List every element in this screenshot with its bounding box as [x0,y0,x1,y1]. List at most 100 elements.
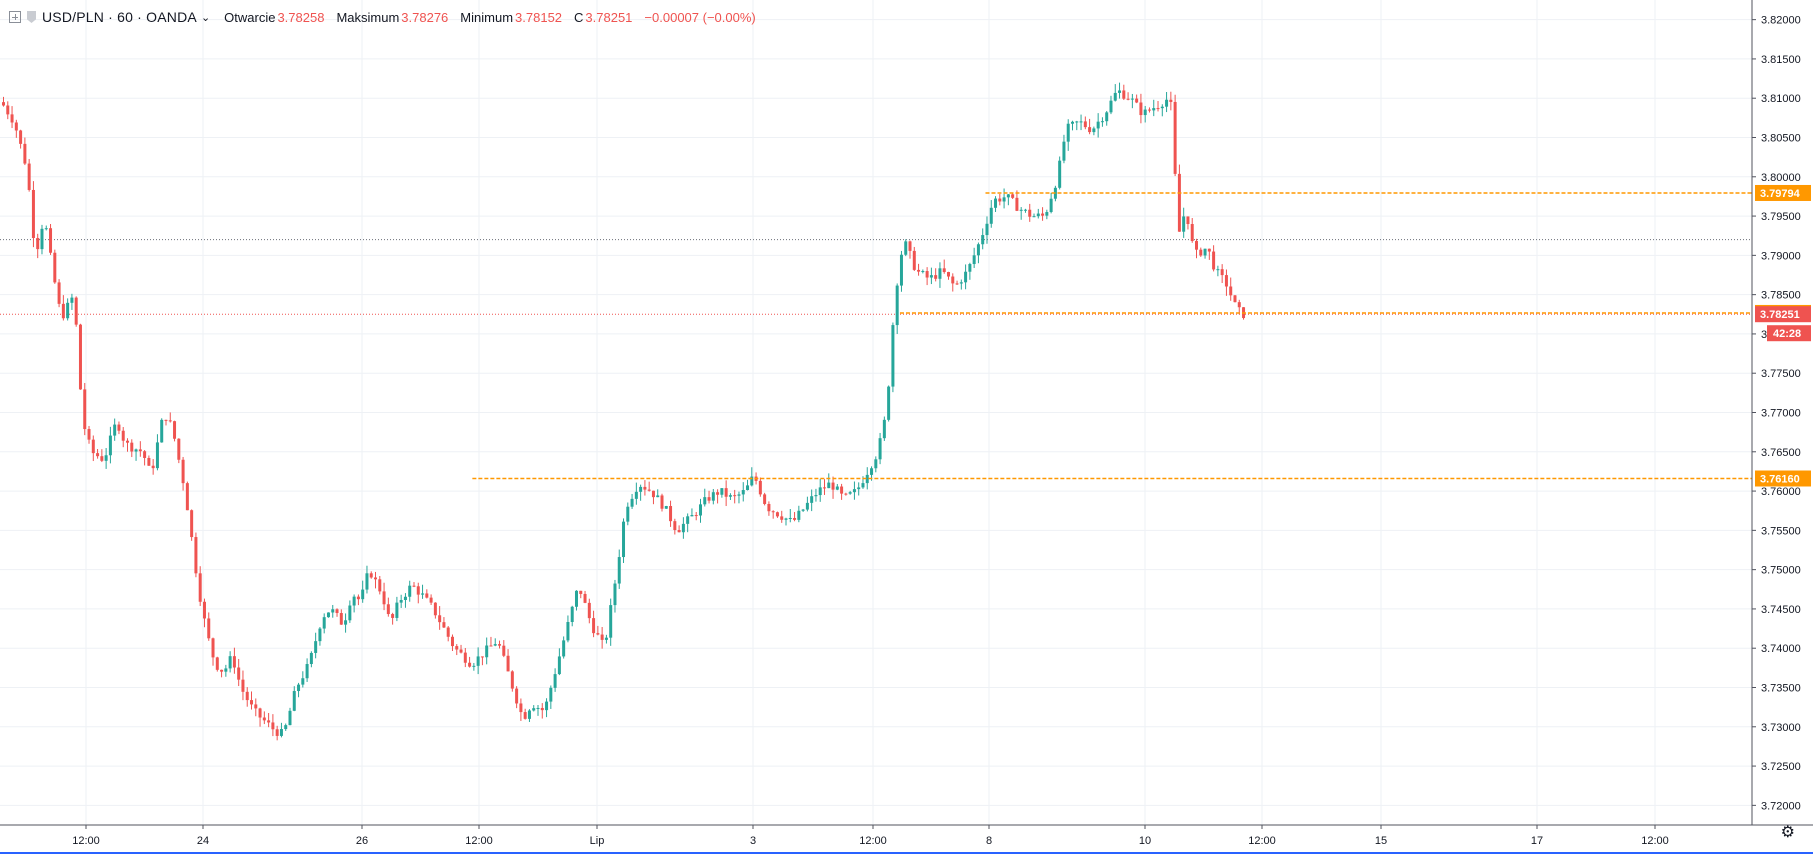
candle [592,610,596,638]
candle [1105,110,1109,126]
candle [647,481,651,492]
candle [1066,119,1070,151]
gear-icon[interactable]: ⚙ [1780,824,1795,841]
candle [711,488,715,505]
candle [574,590,578,611]
candle [31,181,35,248]
svg-text:3.78251: 3.78251 [1760,309,1800,321]
time-tick-label: 24 [197,835,209,847]
candle [865,467,869,490]
candle [639,484,643,501]
price-tick-label: 3.81500 [1761,54,1801,66]
candle [630,493,634,509]
candle [681,517,685,539]
candle [1216,265,1220,277]
candle [463,647,467,668]
candle [113,418,117,441]
plus-square-icon[interactable] [9,11,21,23]
candle [284,723,288,731]
candle [968,262,972,280]
candle [1045,209,1049,220]
price-tick-label: 3.80500 [1761,133,1801,145]
time-tick-label: 12:00 [1248,835,1276,847]
candles [2,82,1246,741]
candle [429,594,433,605]
candle [998,193,1002,206]
candle [395,596,399,622]
candle [1237,299,1241,315]
candle [1109,95,1113,115]
candle [840,483,844,500]
candle [138,441,142,457]
candle [506,649,510,672]
candle [44,225,48,231]
candle [1156,100,1160,112]
candle [741,482,745,502]
chevron-down-icon[interactable]: ⌄ [200,11,211,24]
candle [391,612,395,625]
candle [1199,247,1203,257]
candle [40,224,44,255]
candle [912,246,916,271]
flag-icon[interactable] [27,11,36,23]
candle [604,634,608,644]
candle [707,490,711,504]
candle [288,707,292,726]
candle [857,482,861,496]
candle [1058,156,1062,190]
candle [989,200,993,228]
candle [549,685,553,709]
candle [322,613,326,634]
countdown-badge: 42:28 [1767,325,1811,342]
price-tick-label: 3.75000 [1761,565,1801,577]
candle [245,687,249,707]
candle [177,438,181,464]
current-price-badge: 3.78251 [1755,306,1811,323]
candle [96,448,100,459]
candle [498,640,502,649]
candle [955,280,959,285]
symbol-title[interactable]: USD/PLN · 60 · OANDA [42,9,197,25]
candle [147,455,151,466]
candle [399,594,403,608]
candle [844,492,848,496]
candle [53,249,57,284]
candle [972,247,976,268]
price-axis[interactable]: 3.82000 3.81500 3.81000 3.80500 3.80000 3.795… [1751,0,1813,854]
candle [168,412,172,423]
candle [587,598,591,624]
candle [339,609,343,625]
price-tick-label: 3.74000 [1761,643,1801,655]
candle [1100,117,1104,127]
candle [899,250,903,292]
candle [23,137,27,166]
price-tick-label: 3.73000 [1761,722,1801,734]
candle [1130,93,1134,109]
candle [134,448,138,461]
candle [348,600,352,623]
candle [480,656,484,666]
candle [173,420,177,442]
candle [70,293,74,310]
candle [562,636,566,659]
candle [1186,216,1190,230]
candle [801,508,805,512]
time-tick-label: 12:00 [465,835,493,847]
time-axis[interactable]: 12:00 24 26 12:00 Lip 3 12:00 8 10 12:00 15 17 12:00 [0,824,1813,854]
candle [557,648,561,676]
candle [382,582,386,611]
candle [1126,92,1130,101]
low-value: 3.78152 [515,9,563,25]
candle [19,129,23,149]
candle [10,106,14,129]
candle [523,708,527,720]
candle [433,602,437,619]
candle [297,682,301,698]
candle [810,489,814,512]
candle [763,492,767,506]
candle [155,434,159,471]
candle [780,510,784,523]
candle [104,448,108,469]
candle [600,627,604,649]
